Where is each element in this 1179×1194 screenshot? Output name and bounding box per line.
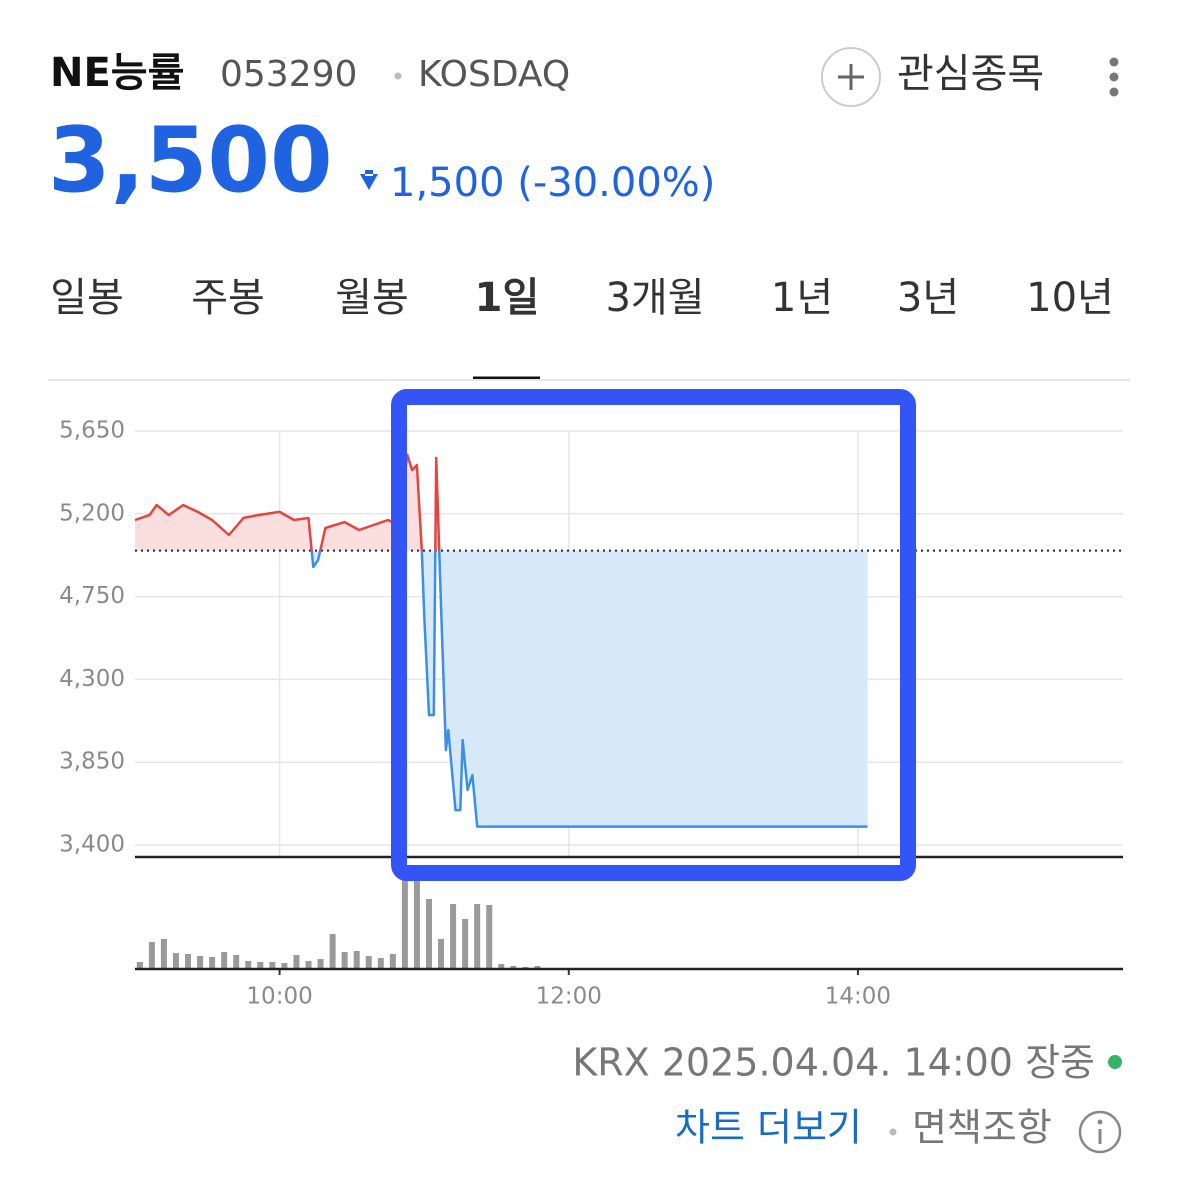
stock-code: 053290 — [220, 54, 357, 95]
volume-bar — [148, 942, 155, 969]
volume-bar — [438, 939, 445, 969]
volume-bar — [281, 963, 288, 969]
price-change: 1,500 (-30.00%) — [390, 160, 715, 206]
volume-bar — [413, 879, 420, 969]
market: KOSDAQ — [418, 54, 570, 95]
down-arrow — [360, 170, 378, 190]
info-icon[interactable] — [1078, 1110, 1122, 1154]
x-tick-label: 14:00 — [825, 984, 891, 1010]
volume-bar — [534, 966, 541, 969]
volume-bar — [305, 961, 312, 969]
period-tab[interactable]: 3년 — [897, 275, 959, 321]
volume-bar — [401, 877, 408, 969]
y-tick-label: 5,200 — [59, 500, 125, 526]
menu-dot[interactable] — [1109, 87, 1119, 97]
plus-icon[interactable] — [838, 64, 864, 90]
volume-bar — [136, 962, 143, 969]
volume-bar — [221, 952, 228, 969]
volume-bar — [293, 955, 300, 969]
info-dot[interactable] — [1097, 1119, 1103, 1125]
volume-bar — [462, 919, 469, 969]
y-tick-label: 5,650 — [59, 417, 125, 443]
period-tab[interactable]: 일봉 — [50, 275, 124, 321]
disclaimer-link[interactable]: 면책조항 — [912, 1106, 1052, 1150]
live-dot — [1108, 1055, 1122, 1069]
volume-bar — [245, 961, 252, 969]
volume-bar — [365, 956, 372, 969]
volume-bar — [329, 934, 336, 969]
volume-bar — [486, 905, 493, 969]
volume-bar — [341, 952, 348, 969]
volume-bar — [450, 904, 457, 969]
period-tab[interactable]: 1년 — [771, 275, 833, 321]
volume-bar — [257, 962, 264, 969]
menu-dot[interactable] — [1109, 72, 1119, 82]
more-chart-link[interactable]: 차트 더보기 — [675, 1106, 862, 1150]
x-tick-label: 10:00 — [246, 984, 312, 1010]
price-line — [134, 453, 868, 828]
highlight-box — [391, 389, 916, 881]
x-tick-label: 12:00 — [536, 984, 602, 1010]
y-tick-label: 3,400 — [59, 832, 125, 858]
period-tab[interactable]: 1일 — [475, 275, 540, 321]
volume-bar — [209, 957, 216, 969]
plus-circle[interactable] — [821, 47, 881, 107]
volume-bar — [353, 951, 360, 969]
stock-name: NE능률 — [50, 50, 184, 96]
menu-dot[interactable] — [1109, 57, 1119, 67]
volume-bar — [269, 962, 276, 969]
current-price: 3,500 — [48, 108, 333, 213]
period-tabs: 일봉 주봉 월봉 1일 3개월 1년 3년 10년 — [50, 275, 1114, 321]
volume-bar — [510, 966, 517, 969]
separator-dot — [394, 72, 402, 80]
price-area — [135, 454, 868, 827]
volume-bar — [498, 964, 505, 969]
period-tab[interactable]: 3개월 — [605, 275, 704, 321]
volume-bar — [172, 953, 179, 969]
volume-bar — [425, 899, 432, 969]
volume-bar — [233, 955, 240, 969]
volume-bar — [474, 904, 481, 969]
volume-bar — [377, 958, 384, 969]
period-tab[interactable]: 10년 — [1026, 275, 1114, 321]
volume-bar — [197, 956, 204, 969]
separator-dot — [889, 1128, 897, 1136]
y-tick-label: 4,300 — [59, 666, 125, 692]
info-circle[interactable] — [1078, 1110, 1122, 1154]
more-menu[interactable] — [1109, 57, 1119, 97]
y-tick-label: 3,850 — [59, 749, 125, 775]
market-status: KRX 2025.04.04. 14:00 장중 — [572, 1041, 1095, 1085]
period-tab[interactable]: 월봉 — [335, 275, 409, 321]
volume-bar — [160, 939, 167, 969]
price-chart: 3,400 3,850 4,300 4,750 5,200 5,650 10:00 12:00… — [59, 417, 1123, 1010]
volume-bar — [389, 954, 396, 969]
watch-button[interactable]: 관심종목 — [821, 47, 1044, 107]
volume-bar — [317, 959, 324, 969]
volume-bar — [185, 954, 192, 969]
watch-label[interactable]: 관심종목 — [897, 51, 1044, 97]
period-tab[interactable]: 주봉 — [191, 275, 265, 321]
y-tick-label: 4,750 — [59, 583, 125, 609]
